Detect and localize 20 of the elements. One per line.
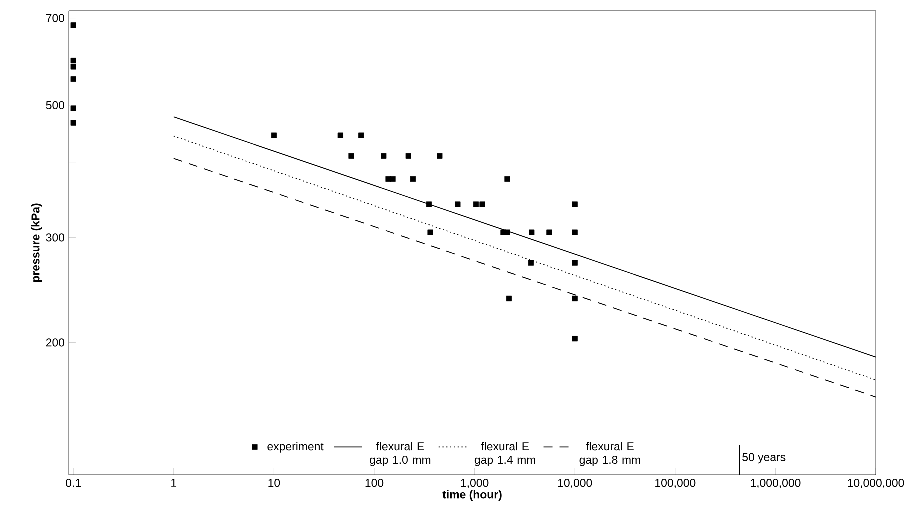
ref-line-label: 50 years xyxy=(742,453,786,464)
x-axis-title: time (hour) xyxy=(442,490,502,501)
x-tick-label: 1,000 xyxy=(461,479,489,488)
y-tick-label: 700 xyxy=(46,14,65,22)
x-tick-label: 10,000,000 xyxy=(848,479,904,488)
y-tick-label: 300 xyxy=(46,234,65,242)
x-tick-label: 0.1 xyxy=(66,479,81,488)
x-tick-label: 100 xyxy=(366,479,384,488)
x-tick-label: 1,000,000 xyxy=(751,479,801,488)
legend-label: flexural E gap 1.0 mm xyxy=(370,442,431,466)
x-tick-label: 1 xyxy=(172,479,177,487)
legend-label: flexural E gap 1.4 mm xyxy=(474,442,536,466)
y-tick-label: 500 xyxy=(46,101,65,110)
x-tick-label: 100,000 xyxy=(656,479,696,488)
x-tick-label: 10 xyxy=(268,479,280,488)
x-tick-label: 10,000 xyxy=(558,479,592,488)
legend-label: experiment xyxy=(268,442,324,453)
y-axis-title: pressure (kPa) xyxy=(31,204,42,282)
legend-label: flexural E gap 1.8 mm xyxy=(580,442,640,466)
y-tick-label: 200 xyxy=(46,338,65,347)
